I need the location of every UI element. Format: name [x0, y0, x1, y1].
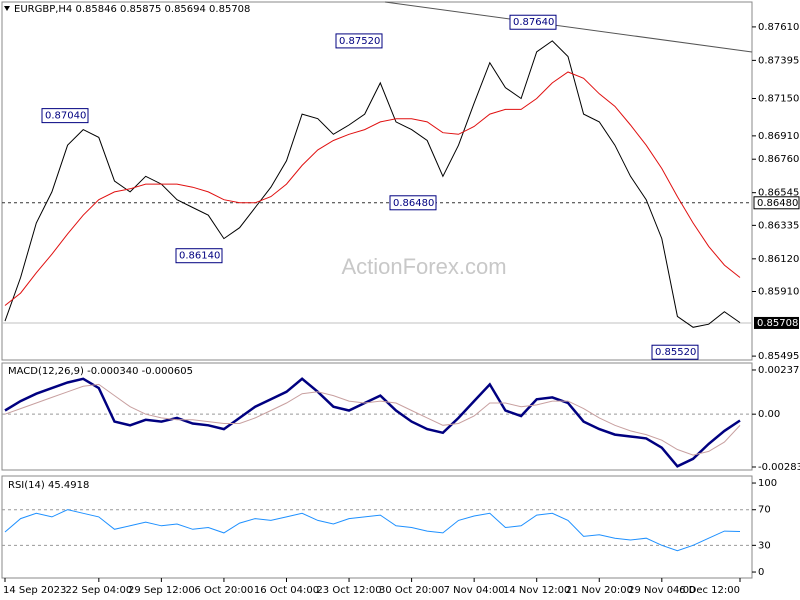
y-tick-label: 0.87395 [758, 55, 799, 66]
trend-line [384, 1, 753, 53]
annotation-label: 0.86140 [179, 251, 220, 262]
annotation-box [175, 248, 223, 264]
level-label-box [753, 196, 800, 210]
y-tick-label: 0.86760 [758, 154, 799, 165]
annotation-label: 0.87040 [45, 111, 86, 122]
level-label: 0.86480 [757, 198, 798, 209]
annotation-label: 0.86480 [393, 198, 434, 209]
x-tick-label: 21 Nov 20:00 [566, 585, 633, 596]
annotation-box [41, 108, 89, 124]
y-tick-label: 0.87610 [758, 22, 799, 33]
y-tick-label: 0.00 [758, 409, 780, 420]
price-panel [1, 1, 753, 361]
series-line [4, 509, 741, 552]
y-tick-label: -0.002838 [758, 462, 800, 473]
y-tick-label: 0.86335 [758, 220, 799, 231]
series-line [4, 71, 741, 306]
rsi-title: RSI(14) 45.4918 [8, 480, 89, 491]
y-tick-label: 0.86910 [758, 131, 799, 142]
y-tick-label: 70 [758, 505, 771, 516]
y-tick-label: 0.87150 [758, 94, 799, 105]
current-price-label: 0.85708 [757, 318, 798, 329]
y-tick-label: 30 [758, 540, 771, 551]
x-tick-label: 22 Sep 04:00 [65, 585, 132, 596]
macd-title: MACD(12,26,9) -0.000340 -0.000605 [8, 366, 193, 377]
annotation-box [651, 344, 699, 360]
annotation-label: 0.85520 [655, 347, 696, 358]
y-tick-label: 0.86545 [758, 188, 799, 199]
x-tick-label: 23 Oct 12:00 [316, 585, 381, 596]
series-line [4, 377, 741, 468]
annotation-box [509, 14, 557, 30]
x-tick-label: 16 Oct 04:00 [254, 585, 319, 596]
y-tick-label: 0.85495 [758, 351, 799, 362]
series-line [4, 40, 741, 328]
annotation-label: 0.87520 [339, 36, 380, 47]
x-tick-label: 14 Sep 2023 [3, 585, 66, 596]
x-tick-label: 6 Dec 12:00 [679, 585, 740, 596]
y-tick-label: 0.85910 [758, 287, 799, 298]
x-tick-label: 7 Nov 04:00 [444, 585, 505, 596]
annotation-box [335, 33, 383, 49]
series-line [4, 383, 741, 456]
watermark: ActionForex.com [341, 254, 506, 279]
rsi-panel [1, 475, 753, 579]
symbol-marker [4, 6, 10, 11]
x-tick-label: 29 Nov 04:00 [628, 585, 695, 596]
y-tick-label: 0 [758, 567, 764, 578]
y-tick-label: 0.002375 [758, 365, 800, 376]
macd-panel [1, 362, 753, 471]
annotation-box [389, 195, 437, 211]
annotation-label: 0.87640 [513, 17, 554, 28]
chart-title: EURGBP,H4 0.85846 0.85875 0.85694 0.8570… [14, 4, 250, 15]
x-tick-label: 30 Oct 20:00 [379, 585, 444, 596]
y-tick-label: 0.86120 [758, 254, 799, 265]
current-price-box [754, 316, 799, 329]
y-tick-label: 100 [758, 478, 777, 489]
x-tick-label: 6 Oct 20:00 [195, 585, 254, 596]
x-tick-label: 29 Sep 12:00 [128, 585, 195, 596]
x-tick-label: 14 Nov 12:00 [503, 585, 570, 596]
